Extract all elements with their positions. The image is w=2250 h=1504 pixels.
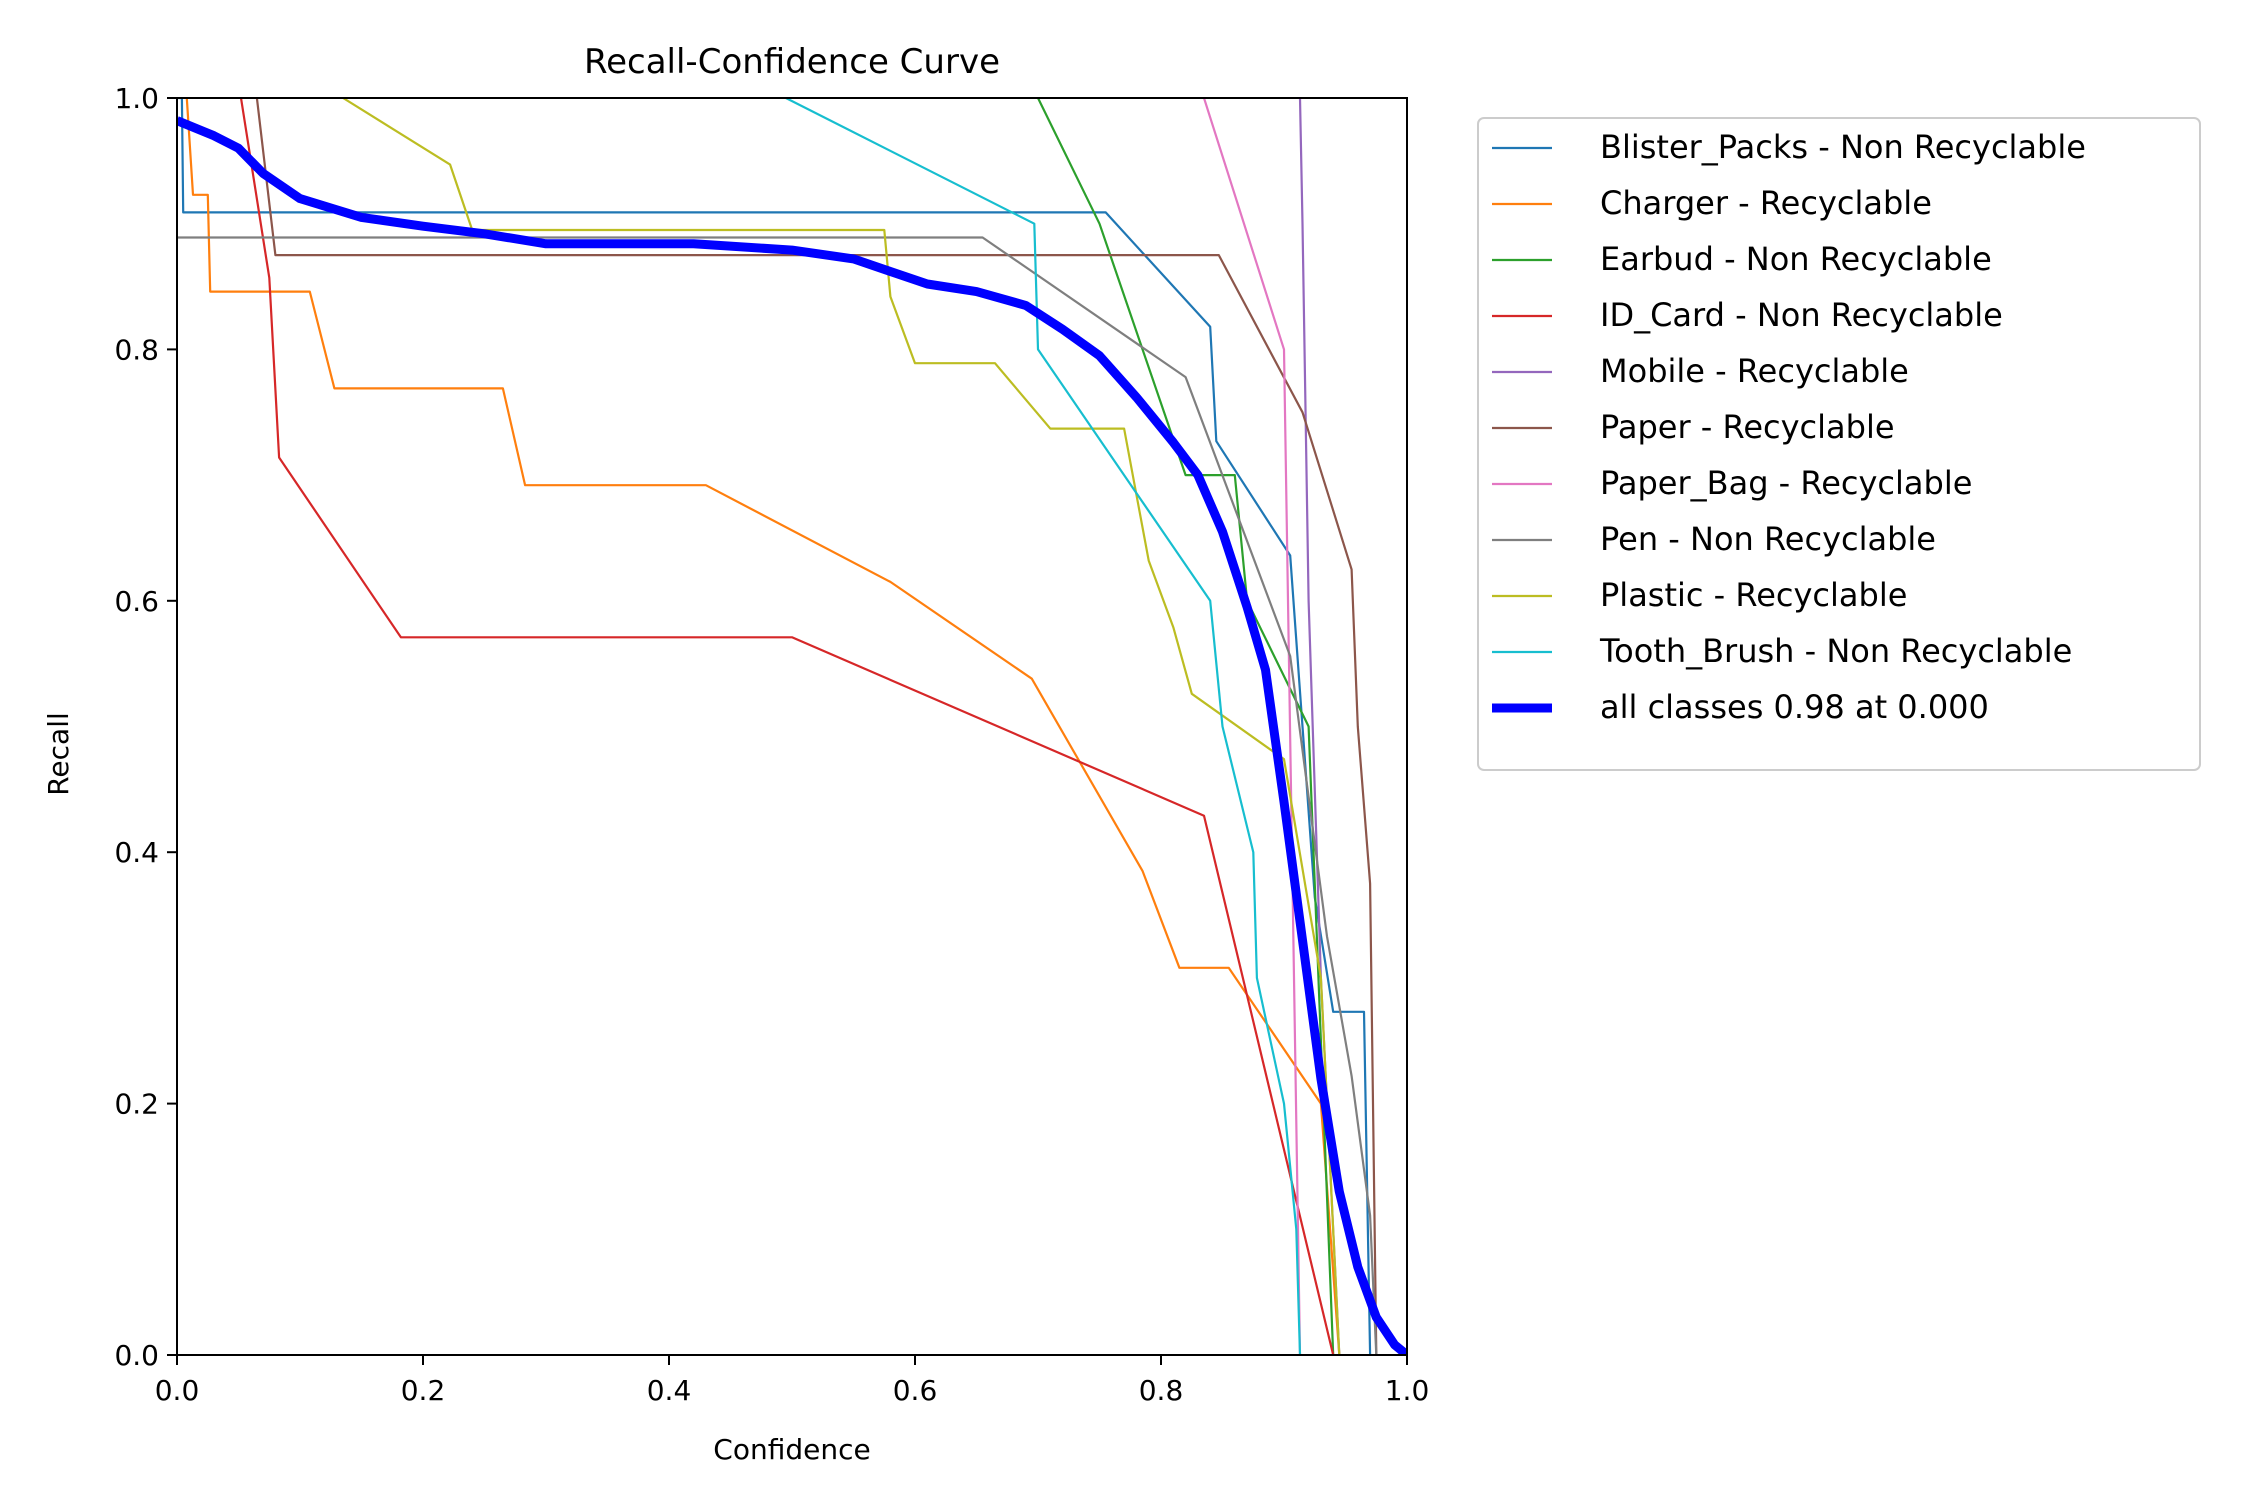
series-line-7 (177, 236, 1378, 1355)
legend-label: Tooth_Brush - Non Recyclable (1599, 632, 2072, 670)
series-line-1 (185, 98, 1341, 1355)
series-line-0 (177, 98, 1372, 1355)
series-line-9 (785, 98, 1302, 1355)
chart-title: Recall-Confidence Curve (584, 42, 1000, 82)
y-tick-label: 1.0 (114, 82, 159, 115)
y-tick-label: 0.2 (114, 1088, 159, 1121)
x-tick-label: 0.6 (893, 1374, 938, 1407)
series-line-3 (239, 98, 1335, 1355)
legend-label: ID_Card - Non Recyclable (1600, 296, 2003, 334)
legend-label: Plastic - Recyclable (1600, 576, 1907, 614)
y-tick-label: 0.4 (114, 836, 159, 869)
legend-label: Pen - Non Recyclable (1600, 520, 1936, 558)
x-tick-label: 1.0 (1385, 1374, 1430, 1407)
x-tick-label: 0.0 (155, 1374, 200, 1407)
legend-label: Blister_Packs - Non Recyclable (1600, 128, 2086, 166)
series-line-5 (255, 98, 1378, 1355)
series-line-8 (342, 98, 1341, 1355)
axes: 0.0 0.2 0.4 0.6 0.8 1.0 0.0 0.2 0.4 0.6 0.8 1.0 (114, 82, 1429, 1407)
legend-box (1477, 117, 2201, 771)
y-tick-label: 0.0 (114, 1339, 159, 1372)
legend-label: Mobile - Recyclable (1600, 352, 1909, 390)
x-tick-label: 0.8 (1139, 1374, 1184, 1407)
y-axis-label: Recall (42, 712, 75, 796)
legend-label: all classes 0.98 at 0.000 (1600, 688, 1989, 726)
legend-label: Earbud - Non Recyclable (1600, 240, 1992, 278)
legend-label: Paper_Bag - Recyclable (1600, 464, 1972, 502)
x-tick-label: 0.4 (647, 1374, 692, 1407)
x-tick-label: 0.2 (401, 1374, 446, 1407)
series-line-2 (1037, 98, 1335, 1355)
plot-area (177, 98, 1407, 1355)
x-axis-label: Confidence (713, 1433, 870, 1466)
plot-frame (176, 97, 1408, 1356)
legend: Blister_Packs - Non Recyclable Charger - … (1477, 117, 2201, 771)
legend-label: Charger - Recyclable (1600, 184, 1932, 222)
series-line-6 (1202, 98, 1302, 1355)
y-tick-label: 0.8 (114, 333, 159, 366)
y-tick-label: 0.6 (114, 585, 159, 618)
legend-label: Paper - Recyclable (1600, 408, 1895, 446)
series-line-10 (177, 116, 1407, 1355)
